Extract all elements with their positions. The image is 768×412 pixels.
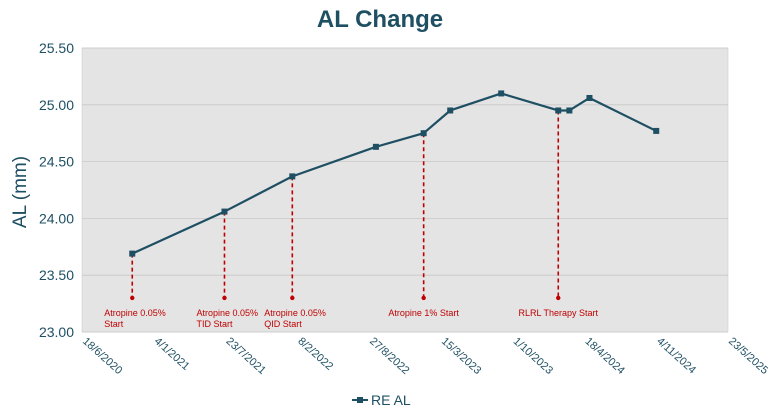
data-point-5 [447,107,454,114]
data-point-3 [372,143,379,150]
data-point-0 [129,250,136,257]
x-tick-label-4: 27/8/2022 [367,335,411,377]
y-tick-label-4: 25.00 [39,97,74,113]
x-tick-labels: 18/6/2020 4/1/2021 23/7/2021 8/2/2022 27/8/2… [80,335,768,377]
x-tick-label-0: 18/6/2020 [80,335,124,377]
x-tick-label-1: 4/1/2021 [152,335,192,373]
x-tick-label-8: 4/11/2024 [654,335,698,376]
data-point-9 [586,94,593,101]
annotation-label-2-1: QID Start [264,319,302,329]
legend-marker [357,397,363,403]
annotation-dot-2 [290,295,295,301]
data-point-4 [420,130,427,137]
data-point-7 [555,107,562,114]
series-re-al [129,90,660,257]
y-tick-label-2: 24.00 [39,210,74,226]
y-tick-label-5: 25.50 [39,40,74,56]
y-tick-label-0: 23.00 [39,324,74,340]
gridlines [82,47,728,333]
x-tick-label-9: 23/5/2025 [726,335,768,377]
annotation-dot-4 [556,295,561,301]
annotation-label-1-0: Atropine 0.05% [196,308,258,318]
annotation-label-0-0: Atropine 0.05% [104,308,166,318]
annotation-label-4-0: RLRL Therapy Start [518,308,598,318]
y-tick-label-1: 23.50 [39,267,74,283]
x-tick-label-5: 15/3/2023 [439,335,483,377]
chart-title: AL Change [317,6,443,33]
plot-area [81,47,729,333]
annotation-label-1-1: TID Start [196,319,233,329]
x-tick-label-6: 1/10/2023 [511,335,555,377]
data-point-10 [653,127,660,134]
annotation-label-0-1: Start [104,319,124,329]
annotation-label-2-0: Atropine 0.05% [264,308,326,318]
data-point-6 [498,90,505,97]
legend-label: RE AL [371,392,411,408]
legend: RE AL [352,392,411,408]
data-point-1 [221,208,228,215]
x-tick-label-3: 8/2/2022 [295,335,335,373]
annotation-dot-3 [421,295,426,301]
x-tick-label-2: 23/7/2021 [224,335,268,377]
data-point-8 [566,107,573,114]
y-tick-label-3: 24.50 [39,154,74,170]
annotation-dot-0 [130,295,135,301]
annotation-dot-1 [222,295,227,301]
y-tick-labels: 23.00 23.50 24.00 24.50 25.00 25.50 [39,40,74,340]
data-point-2 [289,173,296,180]
y-axis-label: AL (mm) [10,156,31,228]
annotation-label-3-0: Atropine 1% Start [388,308,459,318]
x-tick-label-7: 18/4/2024 [582,335,626,377]
